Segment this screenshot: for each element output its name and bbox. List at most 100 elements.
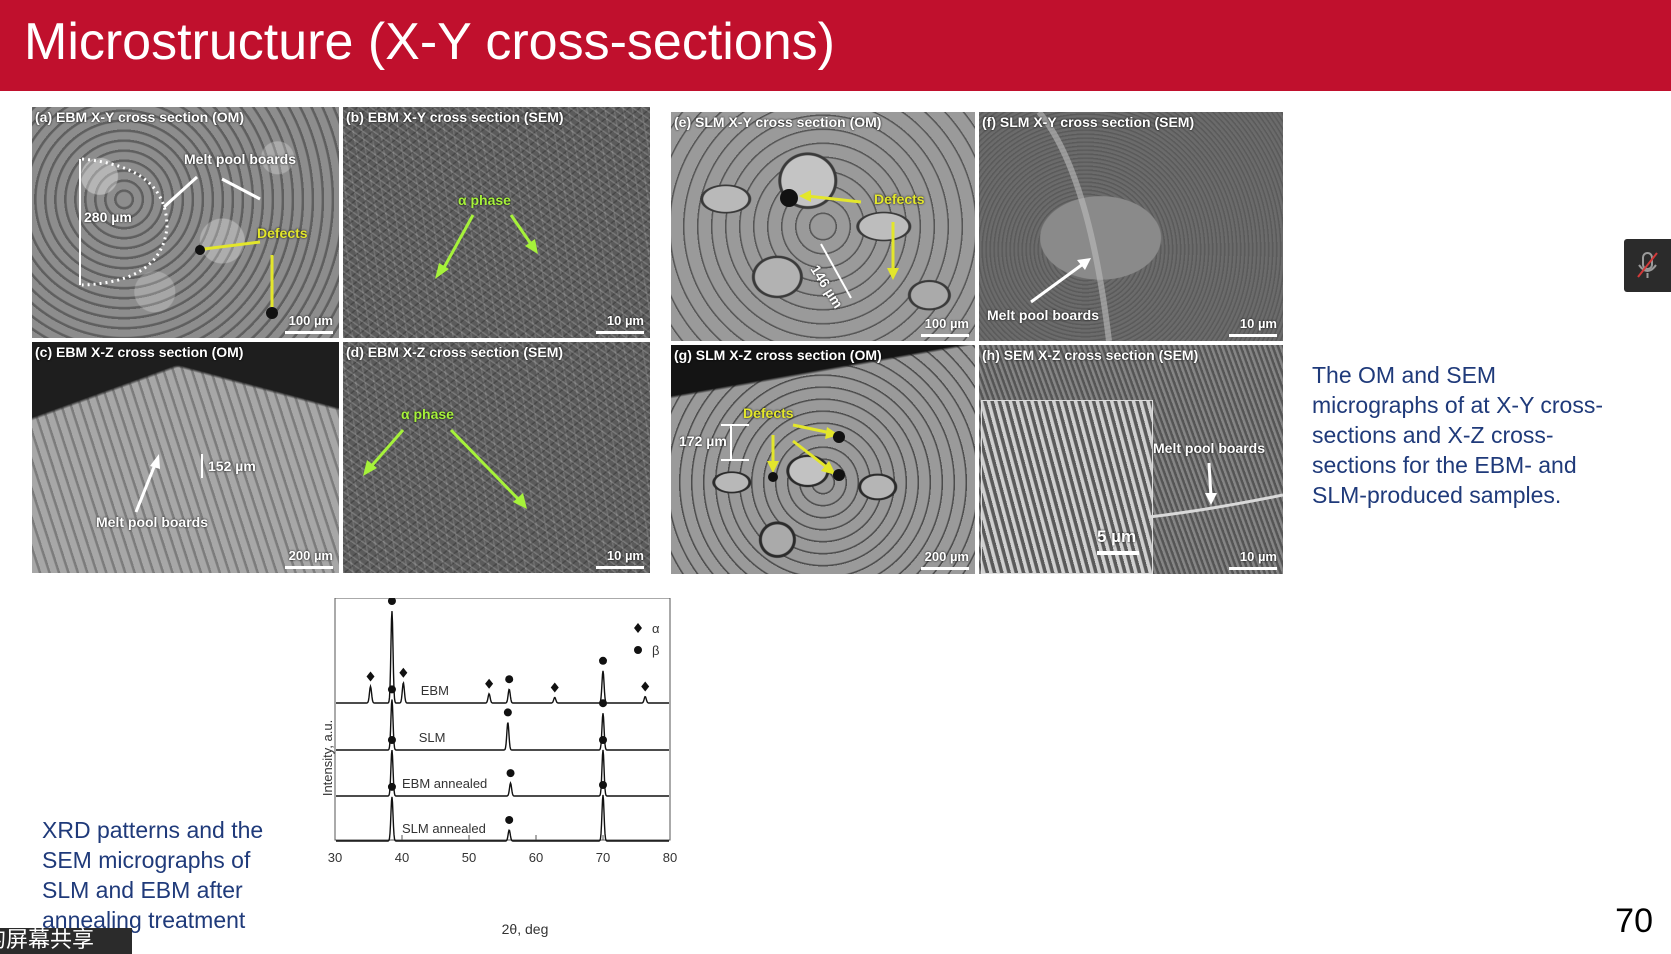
panel-label: (e) SLM X-Y cross section (OM): [674, 114, 882, 130]
annotation: Defects: [874, 191, 925, 207]
beta-marker: [387, 736, 396, 744]
slide-title: Microstructure (X-Y cross-sections): [24, 13, 835, 71]
annotation: Melt pool boards: [987, 307, 1099, 323]
annotation: α phase: [401, 406, 454, 422]
scale-label: 10 µm: [606, 313, 644, 328]
series-label: SLM: [419, 730, 446, 745]
micrograph-f: (f) SLM X-Y cross section (SEM) Melt poo…: [979, 112, 1283, 341]
beta-marker: [599, 781, 607, 789]
micrograph-b: (b) EBM X-Y cross section (SEM) α phase …: [343, 107, 650, 338]
slide-number: 70: [1615, 902, 1653, 940]
scale-bar: [921, 334, 969, 337]
beta-marker: [599, 699, 607, 708]
beta-marker: [506, 769, 515, 778]
annotation: 152 µm: [208, 458, 256, 474]
micrograph-c-annotations: [134, 454, 203, 513]
micrograph-d-annotations: [363, 428, 527, 509]
panel-label: (b) EBM X-Y cross section (SEM): [346, 109, 564, 125]
beta-marker: [387, 598, 396, 605]
annotation: Melt pool boards: [96, 514, 208, 530]
x-tick-label: 30: [328, 850, 342, 865]
scale-label: 100 µm: [924, 316, 969, 331]
panel-label: (d) EBM X-Z cross section (SEM): [346, 344, 564, 360]
alpha-marker: [550, 682, 559, 693]
scale-bar: [596, 566, 644, 569]
annotation: Melt pool boards: [1153, 440, 1265, 456]
micrograph-c: (c) EBM X-Z cross section (OM) 152 µm Me…: [32, 342, 339, 573]
scale-label: 200 µm: [924, 549, 969, 564]
series-line: [336, 749, 669, 797]
micrograph-a: (a) EBM X-Y cross section (OM) Melt pool…: [32, 107, 339, 338]
beta-marker: [387, 782, 396, 791]
series-line: [336, 794, 669, 842]
annotation: Defects: [743, 405, 794, 421]
panel-label: (c) EBM X-Z cross section (OM): [35, 344, 244, 360]
panel-label: (f) SLM X-Y cross section (SEM): [982, 114, 1195, 130]
series-label: EBM annealed: [402, 776, 487, 791]
caption-xrd: XRD patterns and the SEM micrographs of …: [42, 817, 264, 933]
micrograph-e: (e) SLM X-Y cross section (OM) Defects 1…: [671, 112, 975, 341]
beta-marker: [505, 815, 514, 824]
title-bar: Microstructure (X-Y cross-sections): [0, 0, 1671, 91]
beta-marker: [599, 736, 607, 744]
x-tick-label: 60: [529, 850, 543, 865]
chart-xlabel: 2θ, deg: [502, 921, 549, 937]
micrograph-f-annotations: [1030, 112, 1112, 341]
scale-label: 10 µm: [1239, 316, 1277, 331]
beta-marker: [503, 708, 512, 717]
x-tick-label: 70: [596, 850, 610, 865]
scale-label: 200 µm: [288, 548, 333, 563]
alpha-marker: [399, 667, 408, 678]
scale-bar: [596, 331, 644, 334]
beta-marker: [387, 685, 396, 694]
panel-label: (h) SEM X-Z cross section (SEM): [982, 347, 1199, 363]
legend-label: β: [652, 643, 659, 658]
annotation: Defects: [257, 225, 308, 241]
scale-bar: [285, 331, 333, 334]
caption-micrographs: The OM and SEM micrographs of at X-Y cro…: [1312, 362, 1604, 508]
micrograph-a-annotations: [79, 157, 278, 319]
xrd-chart: Intensity, a.u. 2θ, deg 30 40 50 60 70 80 EBM S…: [320, 598, 677, 937]
micrograph-g-annotations: [721, 423, 845, 482]
slm-micrograph-grid: (e) SLM X-Y cross section (OM) Defects 1…: [671, 112, 1283, 574]
panel-label: (g) SLM X-Z cross section (OM): [674, 347, 882, 363]
screen-share-banner: 的屏幕共享: [0, 928, 132, 954]
annotation: 172 µm: [679, 433, 727, 449]
scale-bar: [921, 567, 969, 570]
x-tick-label: 40: [395, 850, 409, 865]
scale-label: 10 µm: [1239, 549, 1277, 564]
annotation: 5 µm: [1097, 527, 1137, 546]
legend-beta-marker: [634, 646, 642, 654]
beta-marker: [505, 675, 514, 684]
micrograph-d: (d) EBM X-Z cross section (SEM) α phase …: [343, 342, 650, 573]
x-tick-label: 80: [663, 850, 677, 865]
panel-label: (a) EBM X-Y cross section (OM): [35, 109, 245, 125]
alpha-marker: [641, 681, 650, 692]
series-label: SLM annealed: [402, 821, 486, 836]
micrograph-g: (g) SLM X-Z cross section (OM) Defects 1…: [671, 345, 975, 574]
legend-label: α: [652, 621, 660, 636]
micrograph-h-annotations: [1097, 462, 1283, 555]
scale-label: 100 µm: [288, 313, 333, 328]
ebm-micrograph-grid: (a) EBM X-Y cross section (OM) Melt pool…: [32, 107, 650, 573]
chart-ylabel: Intensity, a.u.: [320, 720, 335, 796]
series-label: EBM: [421, 683, 449, 698]
mic-off-icon: [1637, 252, 1658, 278]
annotation: α phase: [458, 192, 511, 208]
series-line: [336, 611, 669, 704]
micrograph-b-annotations: [435, 214, 538, 279]
series-line: [336, 699, 669, 751]
beta-marker: [599, 656, 607, 665]
micrograph-h: (h) SEM X-Z cross section (SEM) Melt poo…: [979, 345, 1283, 574]
micrograph-h-inset: [981, 400, 1153, 574]
alpha-marker: [485, 678, 494, 689]
scale-bar: [1229, 334, 1277, 337]
micrograph-e-annotations: [780, 189, 899, 299]
scale-label: 10 µm: [606, 548, 644, 563]
chart-frame: [334, 598, 671, 841]
mic-off-button[interactable]: [1624, 239, 1671, 292]
scale-bar: [1229, 567, 1277, 570]
annotation: 280 µm: [84, 209, 132, 225]
legend-alpha-marker: [634, 623, 642, 633]
annotation: Melt pool boards: [184, 151, 296, 167]
